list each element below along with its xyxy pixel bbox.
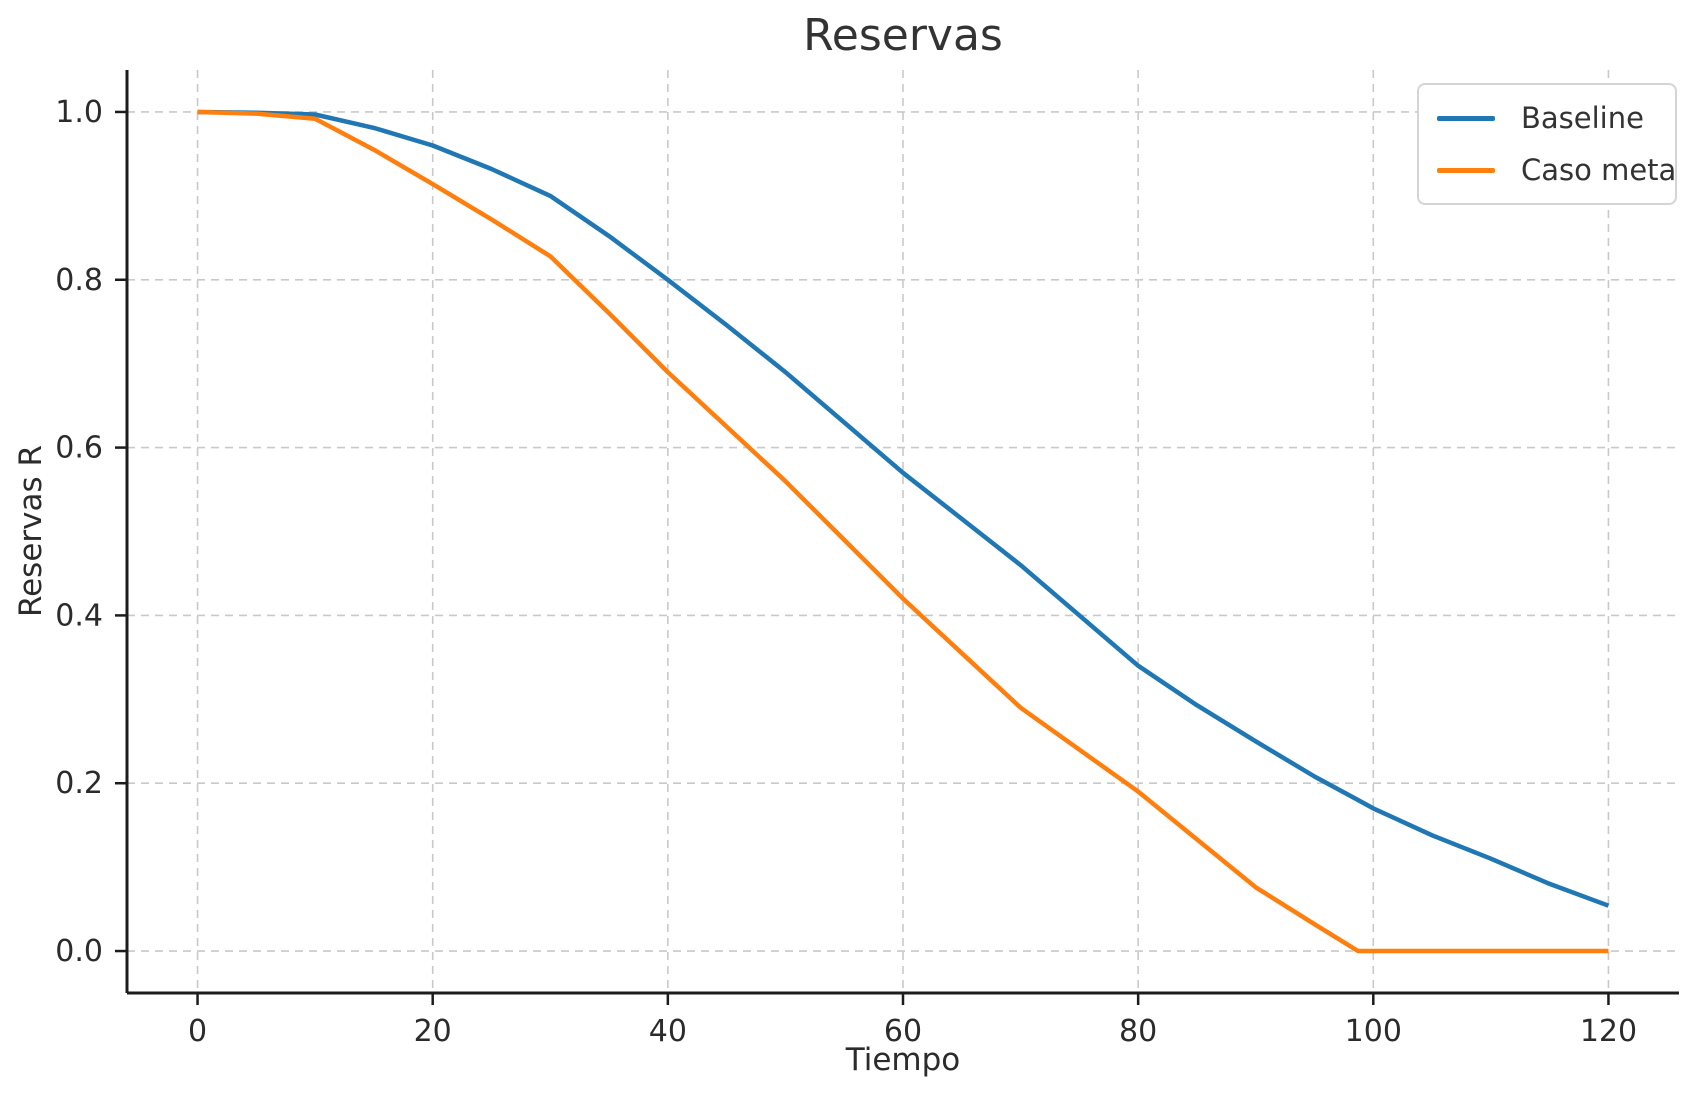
legend-item-caso-meta: Caso meta: [1437, 153, 1676, 187]
y-axis-label: Reservas R: [13, 444, 49, 618]
x-tick-label: 0: [188, 1014, 207, 1049]
x-tick-label: 120: [1580, 1014, 1637, 1049]
y-tick-label: 0.6: [55, 431, 103, 466]
x-axis-label: Tiempo: [845, 1042, 961, 1078]
chart-title: Reservas: [803, 10, 1003, 61]
legend-label-baseline: Baseline: [1521, 101, 1644, 135]
x-tick-label: 60: [884, 1014, 922, 1049]
baseline-line-swatch: [1437, 115, 1495, 121]
legend: Baseline Caso meta: [1417, 83, 1677, 205]
x-tick-label: 20: [414, 1014, 452, 1049]
x-tick-label: 40: [649, 1014, 687, 1049]
y-tick-label: 0.2: [55, 766, 103, 801]
legend-item-baseline: Baseline: [1437, 101, 1655, 135]
legend-label-caso-meta: Caso meta: [1521, 153, 1677, 187]
y-tick-label: 1.0: [55, 95, 103, 130]
x-tick-label: 80: [1119, 1014, 1157, 1049]
y-tick-label: 0.8: [55, 263, 103, 298]
series-line-baseline: [197, 109, 1610, 908]
series-line-caso-meta: [197, 109, 1609, 954]
y-tick-label: 0.0: [55, 934, 103, 969]
caso-meta-line-swatch: [1437, 167, 1495, 173]
x-tick-label: 100: [1345, 1014, 1402, 1049]
y-tick-label: 0.4: [55, 598, 103, 633]
